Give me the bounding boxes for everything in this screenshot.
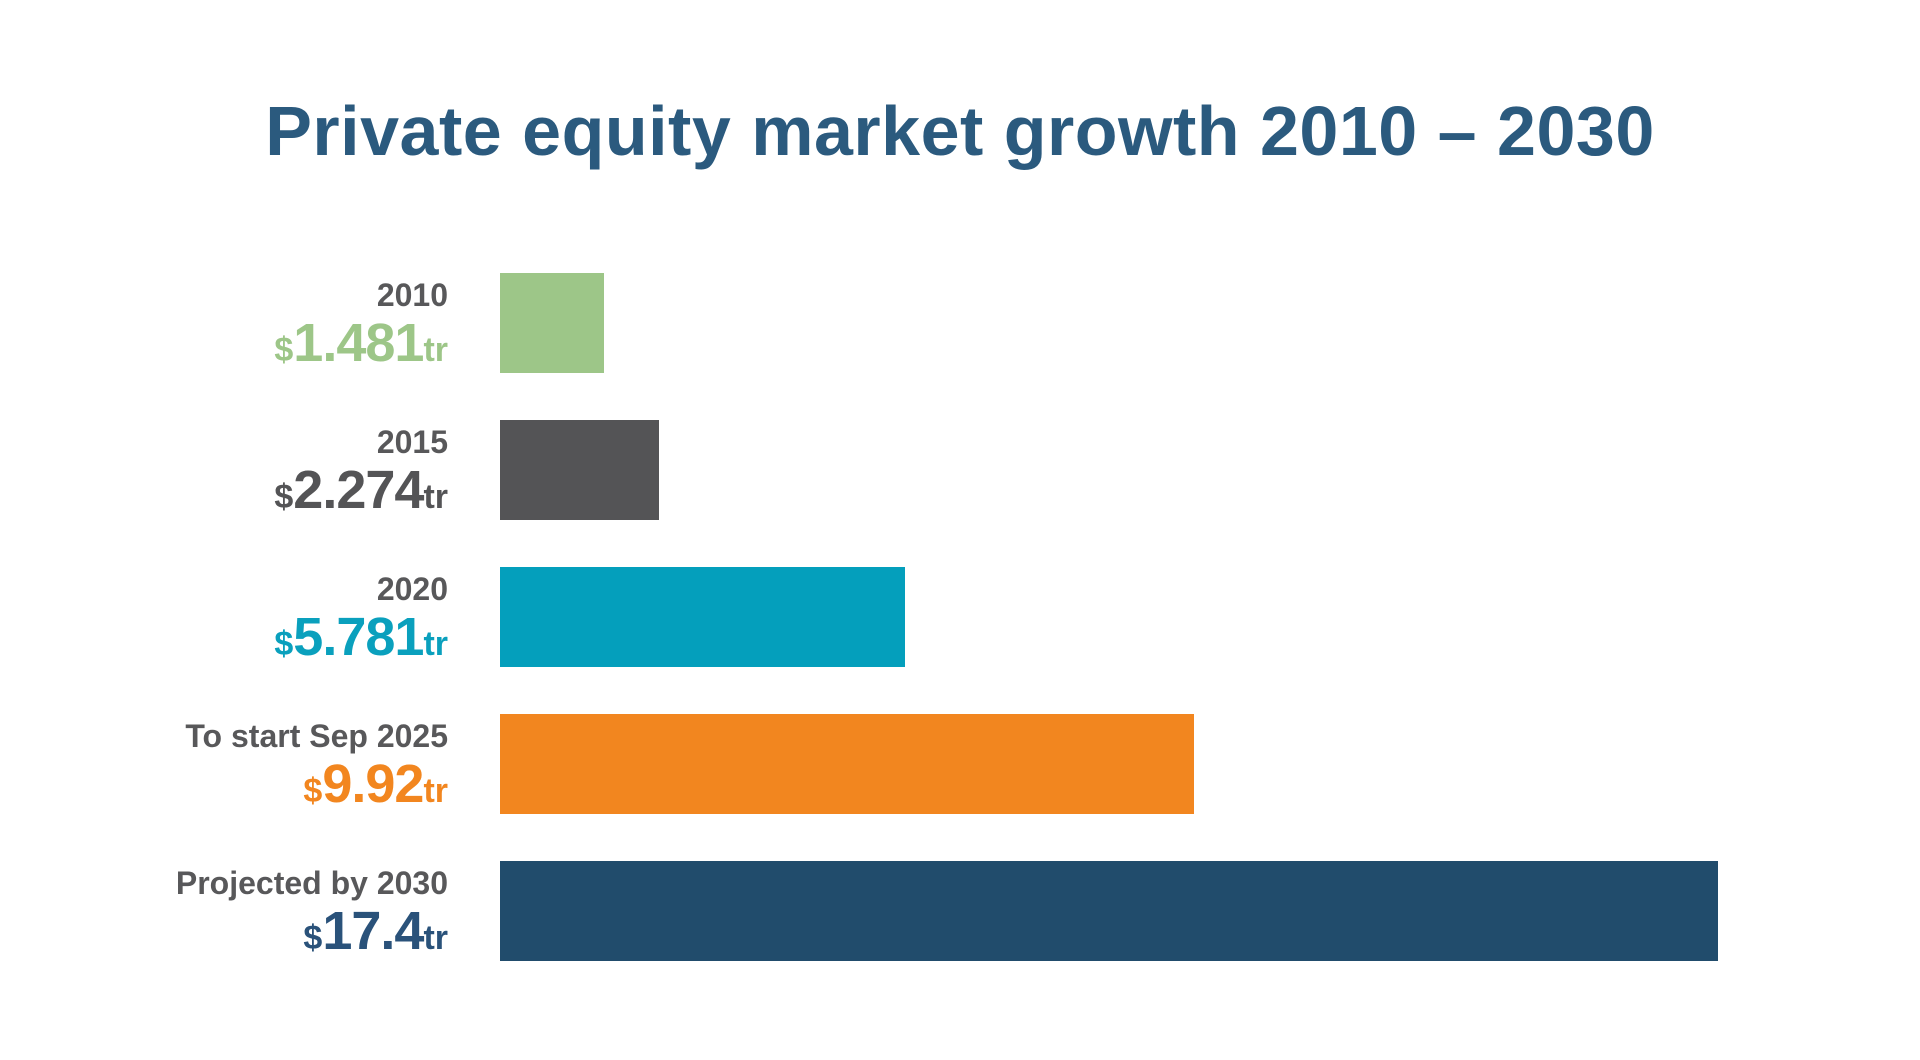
value-unit: tr bbox=[423, 918, 448, 957]
value-unit: tr bbox=[423, 477, 448, 516]
value-number: 5.781 bbox=[293, 606, 424, 667]
row-label-block: 2015 $2.274tr bbox=[0, 420, 500, 520]
value-number: 1.481 bbox=[293, 312, 424, 373]
bar-chart: 2010 $1.481tr 2015 $2.274tr 2020 $5.781t… bbox=[0, 273, 1920, 1008]
value-number: 2.274 bbox=[293, 459, 424, 520]
value-label: $17.4tr bbox=[0, 900, 448, 961]
row-label-block: 2020 $5.781tr bbox=[0, 567, 500, 667]
row-label-block: To start Sep 2025 $9.92tr bbox=[0, 714, 500, 814]
bar bbox=[500, 861, 1718, 961]
chart-row: 2010 $1.481tr bbox=[0, 273, 1920, 373]
value-label: $1.481tr bbox=[0, 312, 448, 373]
bar bbox=[500, 273, 604, 373]
chart-row: 2020 $5.781tr bbox=[0, 567, 1920, 667]
category-label: 2015 bbox=[376, 423, 448, 460]
chart-row: 2015 $2.274tr bbox=[0, 420, 1920, 520]
bar bbox=[500, 420, 659, 520]
currency-symbol: $ bbox=[274, 330, 294, 369]
value-unit: tr bbox=[423, 330, 448, 369]
row-label-block: Projected by 2030 $17.4tr bbox=[0, 861, 500, 961]
value-label: $9.92tr bbox=[0, 753, 448, 814]
value-unit: tr bbox=[423, 624, 448, 663]
row-label-block: 2010 $1.481tr bbox=[0, 273, 500, 373]
chart-title: Private equity market growth 2010 – 2030 bbox=[265, 92, 1655, 170]
currency-symbol: $ bbox=[274, 477, 294, 516]
category-label: 2020 bbox=[376, 570, 448, 607]
bar bbox=[500, 714, 1194, 814]
category-label: 2010 bbox=[376, 276, 448, 313]
currency-symbol: $ bbox=[303, 771, 323, 810]
value-number: 17.4 bbox=[322, 900, 424, 961]
chart-row: To start Sep 2025 $9.92tr bbox=[0, 714, 1920, 814]
value-number: 9.92 bbox=[322, 753, 424, 814]
category-label: Projected by 2030 bbox=[175, 864, 448, 901]
category-label: To start Sep 2025 bbox=[185, 717, 448, 754]
bar bbox=[500, 567, 905, 667]
chart-row: Projected by 2030 $17.4tr bbox=[0, 861, 1920, 961]
value-label: $5.781tr bbox=[0, 606, 448, 667]
value-label: $2.274tr bbox=[0, 459, 448, 520]
value-unit: tr bbox=[423, 771, 448, 810]
currency-symbol: $ bbox=[303, 918, 323, 957]
currency-symbol: $ bbox=[274, 624, 294, 663]
